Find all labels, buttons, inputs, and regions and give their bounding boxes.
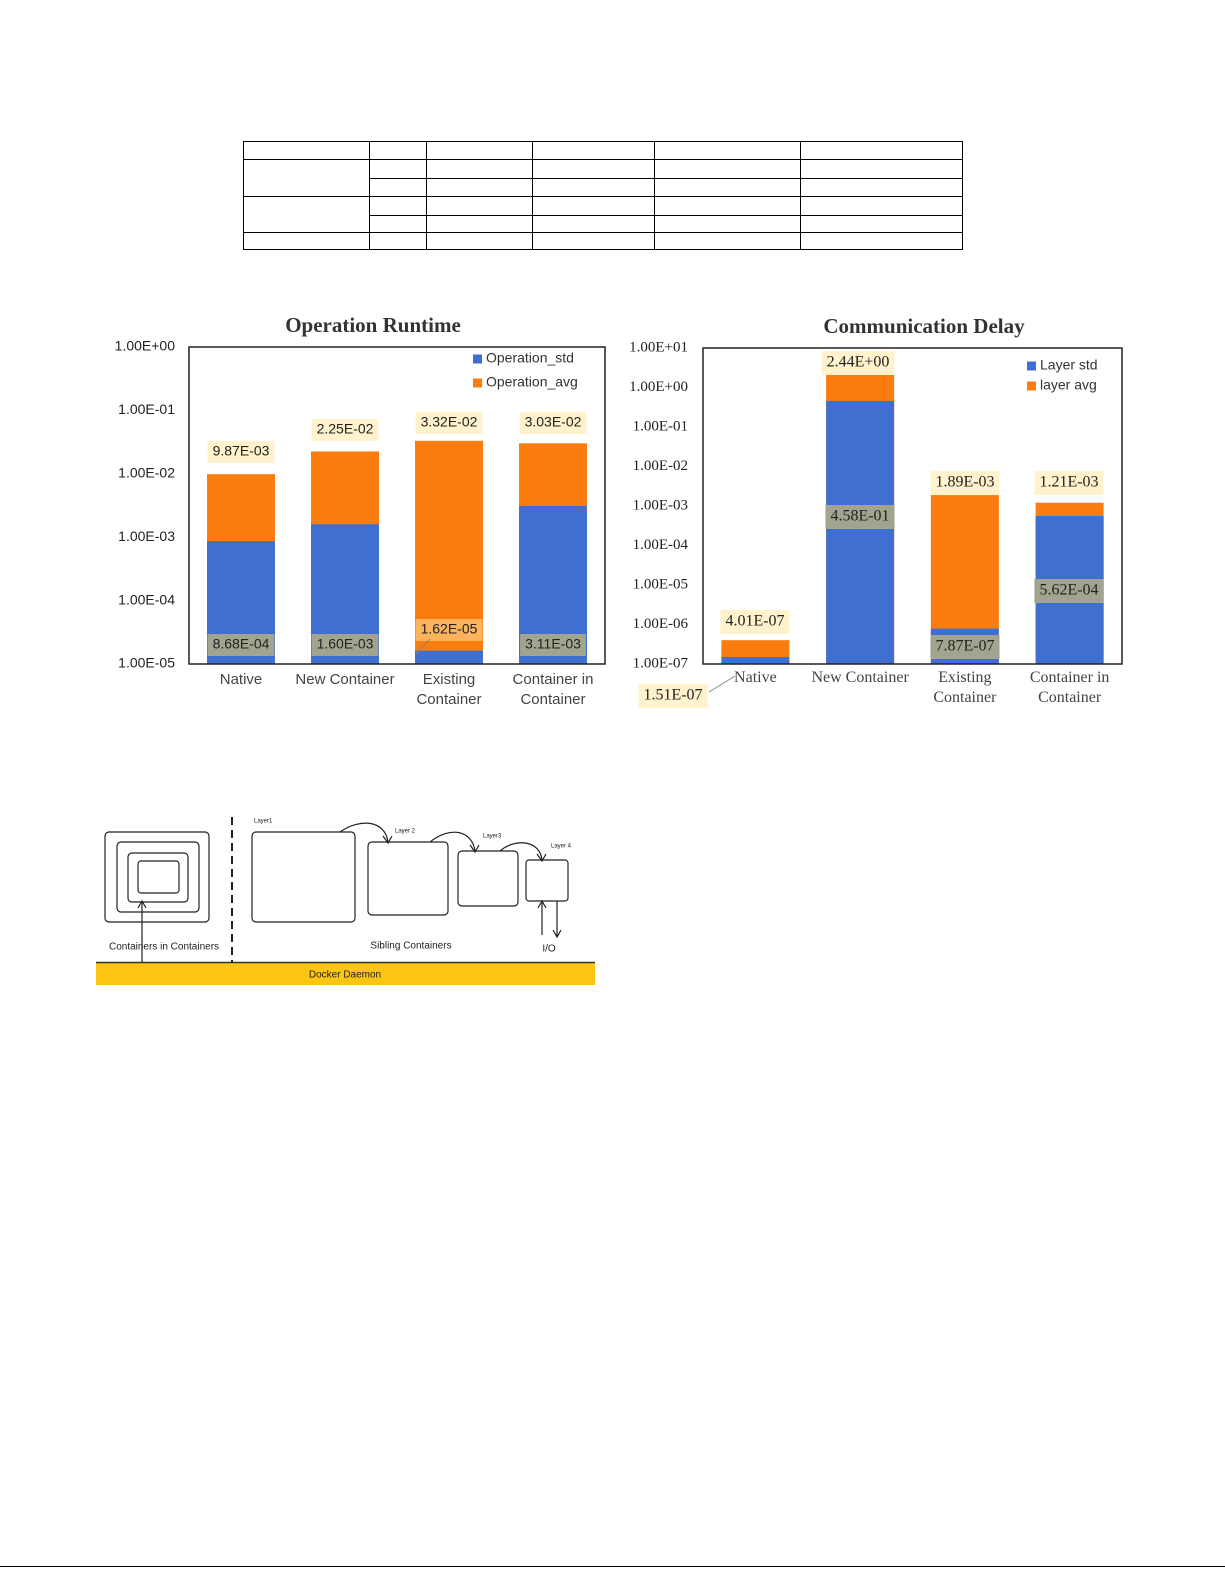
value-label-bg	[415, 412, 483, 434]
value-label: 3.03E-02	[525, 414, 582, 430]
bar	[721, 656, 790, 664]
y-tick-label: 1.00E-01	[118, 401, 175, 417]
value-label: 3.32E-02	[421, 414, 478, 430]
value-label: 1.62E-05	[421, 621, 478, 637]
x-tick-label: Native	[219, 671, 263, 688]
layer-label: Layer 2	[395, 829, 416, 835]
y-tick-label: 1.00E-07	[633, 655, 689, 671]
value-label-bg	[207, 634, 275, 656]
value-label-bg	[311, 634, 379, 656]
legend-label: Operation_std	[486, 350, 574, 366]
value-label: 5.62E-04	[1039, 582, 1098, 599]
layer-label: Layer3	[483, 834, 502, 840]
value-label: 8.68E-04	[213, 636, 270, 652]
x-tick-label: New Container	[811, 669, 909, 686]
y-tick-label: 1.00E-02	[118, 465, 175, 481]
daemon-label: Docker Daemon	[309, 970, 381, 981]
legend-swatch	[1027, 381, 1036, 391]
y-tick-label: 1.00E+01	[629, 339, 688, 355]
value-label-bg	[930, 635, 1000, 659]
y-tick-label: 1.00E-04	[633, 537, 689, 553]
value-label-bg	[1034, 471, 1104, 495]
value-label-bg	[519, 412, 587, 434]
x-tick-label: New Container	[295, 671, 395, 688]
x-tick-label: Existing Container	[933, 669, 997, 706]
value-label: 9.87E-03	[213, 443, 270, 459]
plot-frame	[702, 347, 1123, 665]
x-tick-label: Container in Container	[1029, 669, 1110, 706]
legend-label: Layer std	[1040, 357, 1098, 373]
legend-label: Operation_avg	[486, 374, 578, 390]
nested-label: Containers in Containers	[109, 942, 219, 953]
y-tick-label: 1.00E-05	[633, 576, 688, 592]
diagram-labels: Layer1 Layer 2 Layer3 Layer 4 Containers…	[109, 819, 572, 981]
value-label: 1.60E-03	[317, 636, 374, 652]
value-label-bg	[720, 610, 790, 634]
chart-title: Communication Delay	[823, 314, 1025, 338]
y-tick-label: 1.00E+00	[629, 379, 688, 395]
sibling-label: Sibling Containers	[370, 941, 451, 952]
value-label: 4.01E-07	[725, 613, 784, 630]
value-label: 3.11E-03	[525, 636, 581, 652]
value-label-bg	[825, 505, 895, 529]
value-label: 1.21E-03	[1039, 474, 1098, 491]
y-tick-label: 1.00E-03	[633, 497, 688, 513]
value-label-bg	[207, 441, 275, 463]
leader-line	[415, 638, 431, 655]
value-label-bg	[638, 684, 708, 708]
y-tick-label: 1.00E-06	[633, 616, 689, 632]
legend-swatch	[473, 354, 482, 364]
x-tick-label: Container in Container	[512, 671, 594, 708]
legend-swatch	[1027, 361, 1036, 371]
value-label-bg	[930, 471, 1000, 495]
chart-title: Operation Runtime	[285, 313, 461, 337]
value-label-bg	[520, 634, 586, 656]
y-tick-label: 1.00E-01	[633, 418, 688, 434]
y-tick-label: 1.00E-05	[118, 655, 175, 671]
plot-frame	[188, 346, 606, 665]
value-label-bg	[1034, 579, 1104, 603]
value-label: 2.44E+00	[827, 354, 890, 371]
value-label: 7.87E-07	[935, 638, 994, 655]
legend-swatch	[473, 378, 482, 388]
bar	[415, 650, 483, 664]
value-label: 4.58E-01	[830, 508, 889, 525]
value-label: 2.25E-02	[317, 421, 374, 437]
value-label-bg	[821, 351, 895, 375]
y-tick-label: 1.00E+00	[115, 338, 176, 354]
legend-label: layer avg	[1040, 377, 1097, 393]
x-tick-label: Existing Container	[416, 671, 482, 708]
diagram	[96, 817, 595, 985]
value-label-bg	[311, 419, 379, 441]
value-label-bg	[415, 619, 483, 641]
layer-label: Layer 4	[551, 844, 572, 850]
leader-line	[708, 675, 736, 693]
layer-label: Layer1	[254, 819, 273, 825]
value-label: 1.51E-07	[643, 687, 702, 704]
value-label: 1.89E-03	[935, 474, 994, 491]
bar	[826, 400, 895, 664]
x-tick-label: Native	[734, 669, 777, 686]
io-label: I/O	[542, 944, 556, 955]
y-tick-label: 1.00E-02	[633, 458, 688, 474]
y-tick-label: 1.00E-03	[118, 528, 175, 544]
y-tick-label: 1.00E-04	[118, 591, 175, 607]
empty-table	[243, 141, 963, 250]
